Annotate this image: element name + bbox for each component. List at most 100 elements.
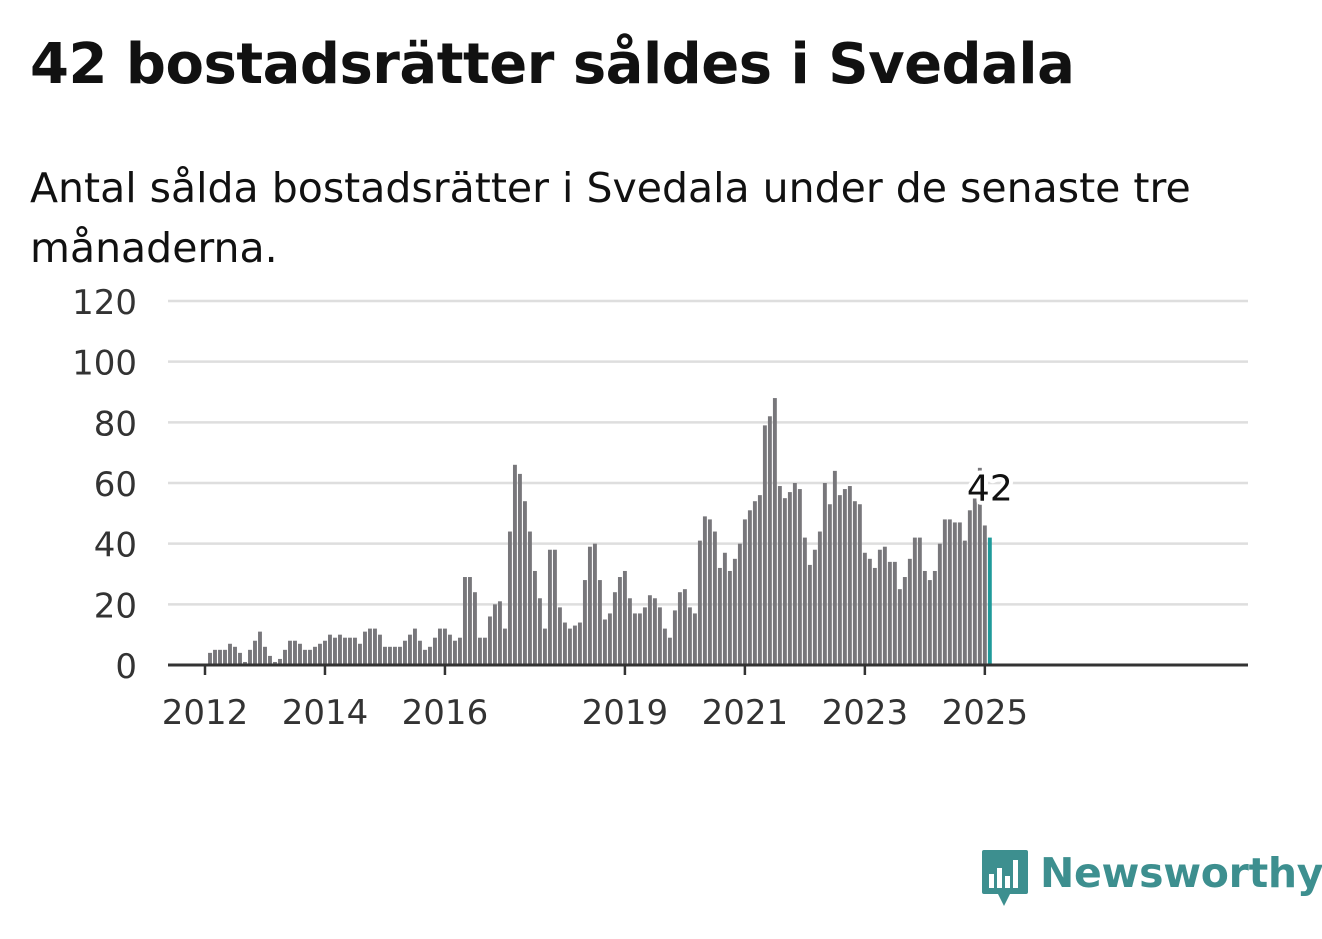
bar bbox=[777, 486, 782, 665]
bar bbox=[932, 570, 937, 665]
bar bbox=[707, 519, 712, 665]
bar bbox=[467, 577, 472, 665]
y-axis-ticks: 0 20 40 60 80 100 120 bbox=[72, 283, 137, 687]
bar-highlight bbox=[987, 537, 992, 665]
bar bbox=[447, 634, 452, 665]
bar bbox=[662, 628, 667, 665]
bar bbox=[677, 592, 682, 665]
bar bbox=[742, 519, 747, 665]
bar bbox=[712, 531, 717, 665]
x-tick-label: 2021 bbox=[702, 693, 789, 733]
bar bbox=[947, 519, 952, 665]
bar bbox=[627, 598, 632, 665]
bar bbox=[532, 570, 537, 665]
bar bbox=[632, 613, 637, 665]
bar bbox=[223, 649, 227, 665]
bar bbox=[672, 610, 677, 665]
bar bbox=[577, 622, 582, 665]
y-tick-label: 40 bbox=[94, 526, 137, 566]
bar bbox=[757, 495, 762, 665]
bar bbox=[752, 501, 757, 665]
bar bbox=[243, 661, 247, 665]
bar bbox=[917, 537, 922, 665]
bar bbox=[937, 543, 942, 665]
chart-title: 42 bostadsrätter såldes i Svedala bbox=[30, 32, 1075, 97]
bar bbox=[562, 622, 567, 665]
bar bbox=[373, 628, 377, 665]
bar bbox=[378, 634, 382, 665]
bar bbox=[452, 640, 457, 665]
bar bbox=[597, 580, 602, 665]
bar bbox=[767, 416, 772, 665]
bar bbox=[268, 655, 272, 665]
bar bbox=[647, 595, 652, 665]
bar bbox=[472, 592, 477, 665]
bar bbox=[622, 570, 627, 665]
bar bbox=[238, 652, 242, 665]
bar bbox=[722, 552, 727, 665]
bar bbox=[822, 483, 827, 665]
bar bbox=[862, 552, 867, 665]
bar bbox=[852, 501, 857, 665]
bar bbox=[842, 489, 847, 665]
bar bbox=[652, 598, 657, 665]
bar bbox=[617, 577, 622, 665]
bar bbox=[457, 637, 462, 665]
bar bbox=[218, 649, 222, 665]
bar bbox=[233, 646, 237, 665]
bar bbox=[437, 628, 442, 665]
bar bbox=[797, 489, 802, 665]
bar bbox=[403, 640, 407, 665]
highlight-label: 42 bbox=[967, 469, 1013, 510]
x-tick-label: 2012 bbox=[162, 693, 249, 733]
bar bbox=[572, 625, 577, 665]
bar bbox=[882, 546, 887, 665]
bar bbox=[942, 519, 947, 665]
bar bbox=[353, 637, 357, 665]
bar bbox=[732, 558, 737, 665]
newsworthy-logo-icon bbox=[982, 850, 1028, 906]
bar bbox=[487, 616, 492, 665]
bar bbox=[977, 467, 982, 665]
bar bbox=[273, 661, 277, 665]
bar bbox=[288, 640, 292, 665]
chart-subtitle: Antal sålda bostadsrätter i Svedala unde… bbox=[30, 164, 1191, 272]
bar bbox=[567, 628, 572, 665]
bar bbox=[462, 577, 467, 665]
bar bbox=[832, 470, 837, 665]
bar bbox=[557, 607, 562, 665]
bar bbox=[602, 619, 607, 665]
bar bbox=[388, 646, 392, 665]
bar bbox=[213, 649, 217, 665]
bar bbox=[527, 531, 532, 665]
bar bbox=[762, 425, 767, 665]
bar bbox=[413, 628, 417, 665]
bar bbox=[967, 510, 972, 665]
bar bbox=[408, 634, 412, 665]
bar bbox=[502, 628, 507, 665]
y-tick-label: 60 bbox=[94, 465, 137, 505]
x-tick-label: 2019 bbox=[582, 693, 669, 733]
bar bbox=[962, 540, 967, 665]
bar bbox=[368, 628, 372, 665]
bar bbox=[837, 495, 842, 665]
bar bbox=[952, 522, 957, 665]
bar bbox=[442, 628, 447, 665]
bar bbox=[892, 561, 897, 665]
bar bbox=[982, 525, 987, 665]
brand-name: Newsworthy bbox=[1040, 849, 1322, 897]
bar bbox=[812, 549, 817, 665]
bar bbox=[802, 537, 807, 665]
bar bbox=[248, 649, 252, 665]
bar bbox=[208, 652, 212, 665]
bar bbox=[607, 613, 612, 665]
bar bbox=[747, 510, 752, 665]
bar bbox=[737, 543, 742, 665]
bar bbox=[512, 464, 517, 665]
bar bbox=[867, 558, 872, 665]
bar bbox=[857, 504, 862, 665]
bar bbox=[477, 637, 482, 665]
bar bbox=[637, 613, 642, 665]
highlight-label-halo: 42 bbox=[967, 469, 1013, 510]
